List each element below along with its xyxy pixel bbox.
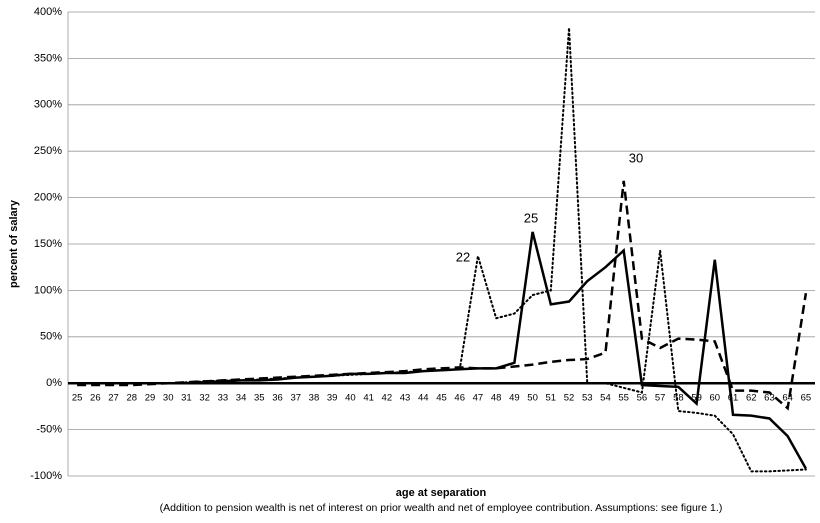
x-tick-label: 41 (363, 393, 374, 404)
x-tick-label: 34 (236, 393, 247, 404)
x-tick-label: 27 (108, 393, 119, 404)
y-tick-label: 300% (34, 99, 62, 111)
x-tick-label: 37 (290, 393, 301, 404)
x-tick-label: 61 (728, 393, 739, 404)
x-tick-label: 47 (473, 393, 484, 404)
x-tick-label: 64 (782, 393, 793, 404)
y-tick-label: 400% (34, 6, 62, 18)
y-tick-label: -50% (36, 424, 62, 436)
x-tick-label: 26 (90, 393, 101, 404)
x-axis-label: age at separation (396, 487, 487, 499)
y-tick-label: 100% (34, 284, 62, 296)
x-tick-label: 52 (564, 393, 575, 404)
x-tick-label: 51 (546, 393, 557, 404)
x-tick-label: 63 (764, 393, 775, 404)
x-tick-label: 48 (491, 393, 502, 404)
y-tick-label: 350% (34, 52, 62, 64)
y-tick-label: 200% (34, 192, 62, 204)
x-tick-label: 31 (181, 393, 192, 404)
x-tick-label: 32 (199, 393, 210, 404)
x-tick-label: 39 (327, 393, 338, 404)
x-tick-label: 45 (436, 393, 447, 404)
x-tick-label: 33 (218, 393, 229, 404)
x-tick-label: 42 (382, 393, 393, 404)
x-tick-label: 54 (600, 393, 611, 404)
y-tick-label: -100% (30, 470, 62, 482)
x-tick-label: 50 (527, 393, 538, 404)
x-tick-label: 30 (163, 393, 174, 404)
x-tick-label: 35 (254, 393, 265, 404)
x-tick-label: 44 (418, 393, 429, 404)
x-tick-label: 60 (710, 393, 721, 404)
series-label: 25 (524, 210, 538, 225)
y-tick-label: 150% (34, 238, 62, 250)
series-line (77, 180, 808, 411)
x-tick-label: 43 (400, 393, 411, 404)
x-tick-label: 53 (582, 393, 593, 404)
x-tick-label: 28 (126, 393, 137, 404)
x-tick-label: 46 (454, 393, 465, 404)
x-tick-label: 25 (72, 393, 83, 404)
x-tick-label: 56 (637, 393, 648, 404)
x-tick-label: 62 (746, 393, 757, 404)
x-tick-label: 58 (673, 393, 684, 404)
y-tick-label: 250% (34, 145, 62, 157)
y-axis-label: percent of salary (8, 199, 20, 288)
x-tick-label: 36 (272, 393, 283, 404)
series-label: 30 (629, 150, 643, 165)
y-tick-label: 50% (40, 331, 62, 343)
note: (Addition to pension wealth is net of in… (160, 502, 723, 514)
x-tick-label: 38 (309, 393, 320, 404)
x-tick-label: 29 (145, 393, 156, 404)
x-tick-label: 57 (655, 393, 666, 404)
y-tick-label: 0% (46, 377, 62, 389)
x-tick-label: 55 (618, 393, 629, 404)
x-tick-label: 40 (345, 393, 356, 404)
series-line (77, 231, 807, 470)
x-tick-label: 49 (509, 393, 520, 404)
series-label: 22 (456, 249, 470, 264)
x-tick-label: 65 (801, 393, 812, 404)
